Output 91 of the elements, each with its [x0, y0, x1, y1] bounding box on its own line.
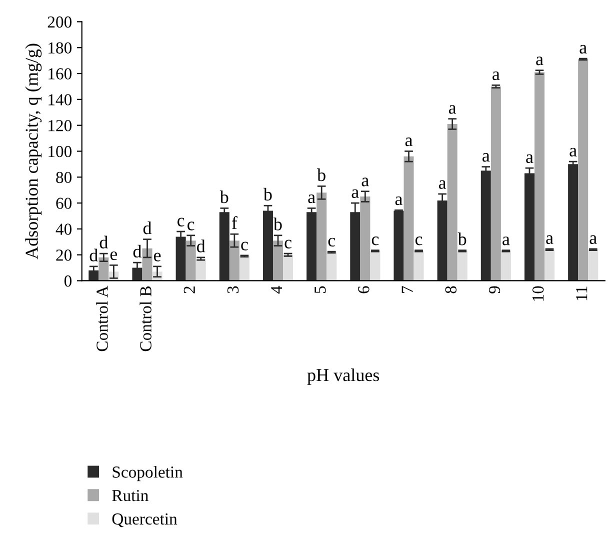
bar: [326, 252, 337, 281]
x-tick-label: 7: [402, 286, 413, 293]
bar: [370, 250, 380, 281]
annotation: a: [352, 189, 359, 198]
annotation: a: [526, 154, 534, 164]
y-tick-label: 200: [48, 16, 72, 28]
legend-label: Scopoletin: [112, 466, 183, 482]
x-tick-label: Control B: [140, 286, 152, 352]
annotation: a: [395, 196, 402, 206]
x-tick-label: 5: [314, 286, 326, 293]
x-tick-label: 2: [184, 286, 195, 294]
annotation: b: [220, 190, 228, 204]
annotation: a: [580, 44, 587, 54]
y-tick-label: 120: [48, 120, 72, 132]
annotation: e: [110, 251, 118, 260]
annotation: c: [372, 236, 379, 246]
bar: [186, 240, 196, 281]
bar: [544, 250, 555, 281]
annotation: a: [502, 236, 510, 246]
y-tick-label: 140: [48, 94, 72, 106]
x-tick-label: 10: [532, 286, 544, 301]
x-tick-label: 8: [445, 286, 457, 294]
bar: [588, 250, 598, 281]
bar: [229, 240, 240, 281]
annotation: d: [197, 240, 206, 252]
bar: [490, 86, 501, 281]
annotation: a: [405, 138, 413, 146]
bar: [414, 250, 424, 281]
annotation: a: [590, 235, 597, 244]
annotation: a: [570, 148, 577, 157]
y-tick-label: 80: [56, 172, 72, 184]
bar: [239, 256, 250, 281]
x-tick-label: 11: [576, 286, 588, 300]
annotation: c: [328, 238, 336, 247]
x-tick-label: 4: [271, 286, 282, 294]
bar: [394, 210, 404, 281]
bar: [142, 248, 152, 281]
bar: [457, 250, 468, 281]
bar: [404, 156, 414, 281]
x-tick-label: 9: [488, 286, 500, 294]
bar: [534, 72, 545, 281]
y-axis-title: Adsorption capacity, q (mg/g): [25, 44, 42, 260]
annotation: b: [263, 188, 272, 201]
bar: [306, 212, 317, 281]
bar: [578, 59, 588, 281]
annotation: b: [273, 218, 282, 230]
bar: [360, 196, 370, 281]
y-tick-label: 20: [56, 250, 72, 261]
y-tick-label: 40: [56, 224, 72, 235]
bar: [196, 258, 206, 281]
annotation: a: [448, 105, 456, 114]
annotation: c: [241, 242, 248, 250]
annotation: d: [133, 244, 142, 258]
bar: [500, 250, 511, 281]
annotation: d: [90, 248, 98, 262]
bar: [447, 124, 458, 281]
y-tick-label: 160: [48, 68, 72, 80]
annotation: c: [284, 240, 292, 248]
y-tick-label: 0: [64, 275, 72, 287]
annotation: a: [546, 235, 554, 244]
annotation: d: [143, 222, 152, 234]
annotation: a: [482, 153, 490, 162]
annotation: a: [362, 178, 369, 186]
bar: [524, 173, 534, 281]
annotation: a: [492, 71, 500, 80]
annotation: a: [438, 180, 446, 189]
annotation: a: [536, 56, 544, 66]
x-tick-label: Control A: [96, 286, 108, 352]
y-tick-label: 180: [48, 42, 72, 54]
annotation: b: [458, 232, 466, 246]
bar: [316, 192, 327, 281]
bar: [568, 164, 578, 281]
annotation: d: [100, 236, 108, 248]
annotation: a: [308, 194, 316, 204]
annotation: c: [188, 222, 194, 230]
x-axis-title: pH values: [307, 368, 380, 385]
annotation: c: [415, 236, 422, 246]
y-tick-label: 60: [56, 198, 72, 209]
annotation: f: [232, 216, 238, 229]
bar: [272, 240, 284, 281]
annotation: c: [177, 218, 184, 226]
legend-label: Rutin: [112, 490, 148, 502]
bar: [98, 257, 109, 281]
y-tick-label: 100: [48, 146, 72, 158]
x-tick-label: 6: [358, 286, 370, 294]
x-tick-label: 3: [227, 286, 239, 294]
annotation: b: [317, 168, 326, 182]
bar: [283, 254, 294, 281]
bar: [480, 170, 491, 281]
legend-label: Quercetin: [112, 513, 178, 528]
annotation: e: [154, 252, 161, 262]
